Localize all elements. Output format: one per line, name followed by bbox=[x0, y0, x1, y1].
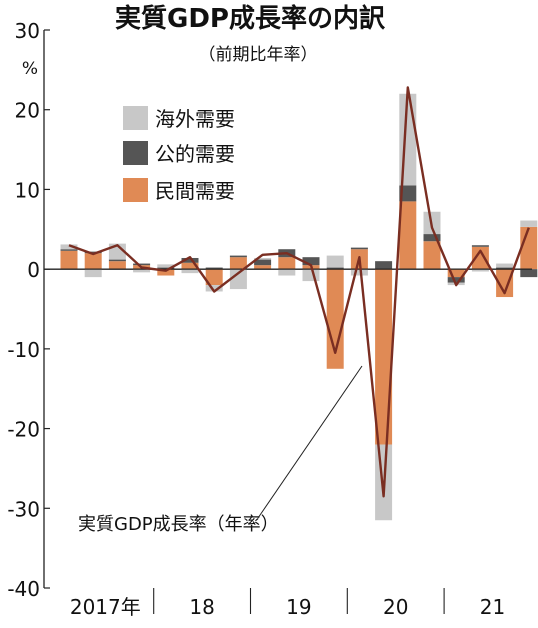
chart-title: 実質GDP成長率の内訳 bbox=[115, 3, 386, 34]
bar-海外需要 bbox=[278, 269, 296, 276]
legend-label: 海外需要 bbox=[155, 107, 235, 131]
bar-民間需要 bbox=[181, 262, 199, 270]
bar-公的需要 bbox=[205, 267, 223, 270]
legend-swatch bbox=[123, 178, 148, 202]
bar-公的需要 bbox=[375, 261, 393, 270]
bar-海外需要 bbox=[84, 269, 102, 278]
bar-公的需要 bbox=[181, 257, 199, 263]
bar-海外需要 bbox=[496, 263, 514, 268]
bar-民間需要 bbox=[157, 269, 175, 276]
bar-民間需要 bbox=[205, 269, 223, 286]
x-tick-label: 19 bbox=[286, 595, 311, 619]
bar-公的需要 bbox=[350, 247, 368, 250]
bar-公的需要 bbox=[496, 267, 514, 270]
bar-公的需要 bbox=[254, 259, 272, 266]
bar-公的需要 bbox=[471, 245, 489, 247]
y-unit-label: % bbox=[22, 59, 38, 79]
bar-海外需要 bbox=[133, 269, 151, 273]
bar-公的需要 bbox=[399, 185, 417, 202]
bar-民間需要 bbox=[254, 265, 272, 270]
bar-民間需要 bbox=[108, 261, 126, 270]
legend-label: 民間需要 bbox=[155, 179, 235, 203]
bar-公的需要 bbox=[108, 259, 126, 262]
bar-民間需要 bbox=[496, 269, 514, 298]
bar-海外需要 bbox=[326, 255, 344, 268]
bar-民間需要 bbox=[326, 269, 344, 369]
x-tick-label: 21 bbox=[480, 595, 505, 619]
y-tick-label: 0 bbox=[27, 258, 40, 282]
x-tick-label: 2017年 bbox=[70, 595, 141, 619]
bar-民間需要 bbox=[278, 257, 296, 270]
x-tick-label: 20 bbox=[383, 595, 408, 619]
bar-民間需要 bbox=[520, 226, 538, 270]
y-tick-label: 20 bbox=[15, 99, 40, 123]
bar-民間需要 bbox=[399, 201, 417, 270]
bar-海外需要 bbox=[254, 257, 272, 260]
y-tick-label: -20 bbox=[7, 418, 40, 442]
x-tick-label: 18 bbox=[189, 595, 214, 619]
legend-label: 公的需要 bbox=[155, 142, 235, 166]
bar-民間需要 bbox=[423, 241, 441, 270]
bar-公的需要 bbox=[133, 263, 151, 266]
legend-swatch bbox=[123, 106, 148, 130]
bar-公的需要 bbox=[157, 267, 175, 270]
bar-民間需要 bbox=[471, 246, 489, 270]
bar-民間需要 bbox=[84, 253, 102, 270]
bar-海外需要 bbox=[205, 285, 223, 292]
legend-swatch bbox=[123, 141, 148, 165]
y-tick-label: -40 bbox=[7, 577, 40, 601]
y-tick-label: -30 bbox=[7, 497, 40, 521]
bar-民間需要 bbox=[447, 269, 465, 278]
y-tick-label: 10 bbox=[15, 178, 40, 202]
bar-民間需要 bbox=[229, 257, 247, 270]
gdp-growth-line bbox=[68, 86, 530, 498]
bar-海外需要 bbox=[60, 244, 78, 250]
bar-海外需要 bbox=[181, 269, 199, 274]
y-tick-label: 30 bbox=[15, 19, 40, 43]
bar-海外需要 bbox=[157, 264, 175, 268]
bar-公的需要 bbox=[84, 251, 102, 254]
bar-公的需要 bbox=[520, 269, 538, 278]
bar-海外需要 bbox=[471, 269, 489, 272]
bar-民間需要 bbox=[375, 269, 393, 445]
bar-公的需要 bbox=[60, 249, 78, 251]
bar-民間需要 bbox=[60, 250, 78, 270]
bar-公的需要 bbox=[229, 255, 247, 258]
chart-subtitle: （前期比年率） bbox=[199, 45, 318, 65]
bar-海外需要 bbox=[229, 269, 247, 290]
bar-公的需要 bbox=[326, 267, 344, 270]
bar-公的需要 bbox=[302, 257, 320, 266]
bar-公的需要 bbox=[423, 234, 441, 242]
bar-海外需要 bbox=[302, 269, 320, 282]
y-tick-label: -10 bbox=[7, 338, 40, 362]
bar-海外需要 bbox=[350, 269, 368, 276]
line-annotation-label: 実質GDP成長率（年率） bbox=[78, 514, 279, 535]
annotation-leader bbox=[257, 365, 363, 519]
bar-海外需要 bbox=[520, 220, 538, 227]
bar-公的需要 bbox=[447, 277, 465, 283]
